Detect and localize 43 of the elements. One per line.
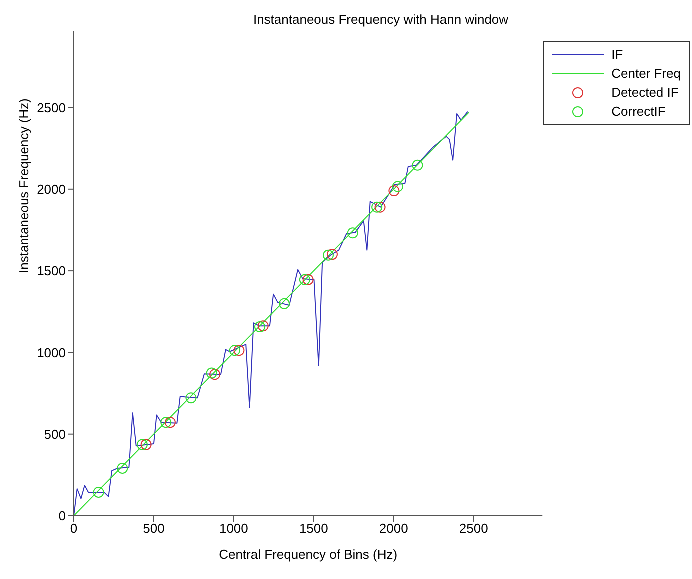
x-tick-label: 0 — [70, 521, 78, 536]
point — [229, 345, 240, 356]
point — [278, 298, 290, 310]
point — [117, 462, 128, 474]
point — [322, 250, 334, 261]
point — [210, 369, 221, 380]
point — [140, 439, 152, 450]
point — [302, 274, 314, 286]
point — [326, 249, 338, 260]
legend-label: CorrectIF — [612, 104, 666, 119]
x-tick-label: 500 — [143, 521, 165, 536]
point — [164, 417, 176, 428]
legend-label: Center Freq — [612, 66, 681, 81]
x-tick-label: 1000 — [219, 521, 248, 536]
point — [206, 368, 218, 379]
point — [234, 345, 245, 356]
point — [372, 202, 383, 213]
point — [93, 486, 104, 498]
y-tick-label: 1500 — [37, 264, 66, 279]
y-tick-label: 2000 — [37, 182, 66, 198]
point — [160, 417, 172, 428]
point — [374, 202, 386, 213]
legend-label: IF — [612, 47, 624, 62]
point — [136, 439, 148, 450]
chart-title: Instantaneous Frequency with Hann window — [252, 12, 510, 27]
point — [186, 392, 197, 404]
y-axis-title: Instantaneous Frequency (Hz) — [16, 98, 32, 274]
x-tick-label: 2500 — [459, 521, 488, 536]
point — [347, 228, 358, 239]
y-tick-label: 500 — [44, 426, 66, 442]
x-tick-label: 1500 — [299, 521, 328, 536]
x-axis-title: Central Frequency of Bins (Hz) — [219, 547, 398, 562]
point — [254, 322, 266, 333]
y-tick-label: 2500 — [37, 100, 66, 116]
point — [412, 160, 424, 171]
point — [299, 274, 310, 286]
point — [258, 320, 269, 332]
y-tick-label: 1000 — [37, 345, 66, 360]
point — [392, 181, 404, 192]
y-tick-label: 0 — [58, 508, 66, 524]
legend-label: Detected IF — [612, 85, 679, 100]
x-tick-label: 2000 — [379, 521, 408, 536]
point — [388, 186, 400, 197]
